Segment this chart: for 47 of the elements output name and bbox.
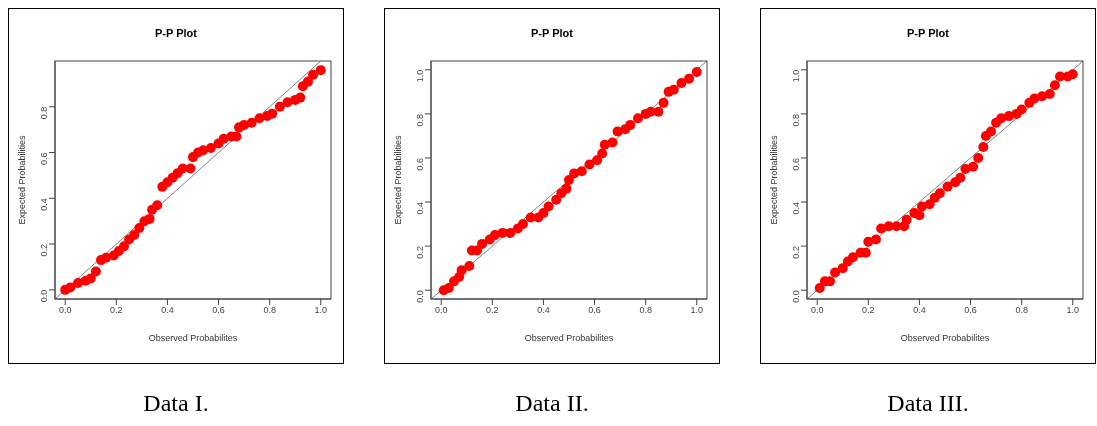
text: Data I. <box>142 390 210 417</box>
x-tick-label: 0.6 <box>964 305 977 316</box>
y-tick-label: 0.2 <box>415 246 426 259</box>
chart-title: P-P Plot <box>154 27 198 41</box>
y-axis-title: Expected Probabilities <box>17 134 27 225</box>
x-tick-label: 0.6 <box>588 305 601 316</box>
x-tick-label: 0.4 <box>161 305 174 316</box>
x-axis-title: Observed Probabilites <box>900 333 990 343</box>
y-axis-title: Expected Probabilities <box>769 134 779 225</box>
x-tick-label: 0.0 <box>434 305 448 316</box>
x-tick-label: 1.0 <box>1066 305 1080 316</box>
y-tick-label: 0.2 <box>39 244 50 257</box>
y-tick-label: 0.4 <box>791 202 802 215</box>
x-tick-label: 0.0 <box>810 305 824 316</box>
x-tick-label: 0.4 <box>537 305 550 316</box>
x-tick-label: 0.2 <box>110 305 123 316</box>
chart-title: P-P Plot <box>906 27 950 41</box>
y-tick-label: 0.8 <box>415 113 426 127</box>
x-tick-label: 0.2 <box>486 305 499 316</box>
y-tick-label: 0.8 <box>39 106 50 120</box>
x-tick-label: 0.6 <box>212 305 225 316</box>
y-tick-label: 1.0 <box>415 69 426 83</box>
y-tick-label: 0.4 <box>39 198 50 211</box>
y-tick-label: 0.4 <box>415 202 426 215</box>
x-tick-label: 0.8 <box>639 305 652 316</box>
y-tick-label: 1.0 <box>791 69 802 83</box>
x-tick-label: 0.8 <box>263 305 276 316</box>
y-tick-label: 0.0 <box>791 290 802 303</box>
y-tick-label: 0.6 <box>791 157 802 171</box>
y-tick-label: 0.6 <box>415 157 426 171</box>
x-tick-label: 0.4 <box>913 305 926 316</box>
x-tick-label: 1.0 <box>314 305 328 316</box>
text: Data III. <box>886 390 970 417</box>
x-tick-label: 1.0 <box>690 305 704 316</box>
y-tick-label: 0.0 <box>39 289 50 303</box>
x-tick-label: 0.0 <box>58 305 72 316</box>
x-axis-title: Observed Probabilites <box>148 333 238 343</box>
x-axis-title: Observed Probabilites <box>524 333 614 343</box>
y-tick-label: 0.8 <box>791 113 802 127</box>
chart-title: P-P Plot <box>530 27 574 41</box>
x-tick-label: 0.2 <box>862 305 875 316</box>
text: Data II. <box>514 390 590 417</box>
x-tick-label: 0.8 <box>1015 305 1028 316</box>
y-axis-title: Expected Probabilities <box>393 134 403 225</box>
y-tick-label: 0.2 <box>791 246 802 259</box>
y-tick-label: 0.0 <box>415 290 426 303</box>
y-tick-label: 0.6 <box>39 152 50 166</box>
